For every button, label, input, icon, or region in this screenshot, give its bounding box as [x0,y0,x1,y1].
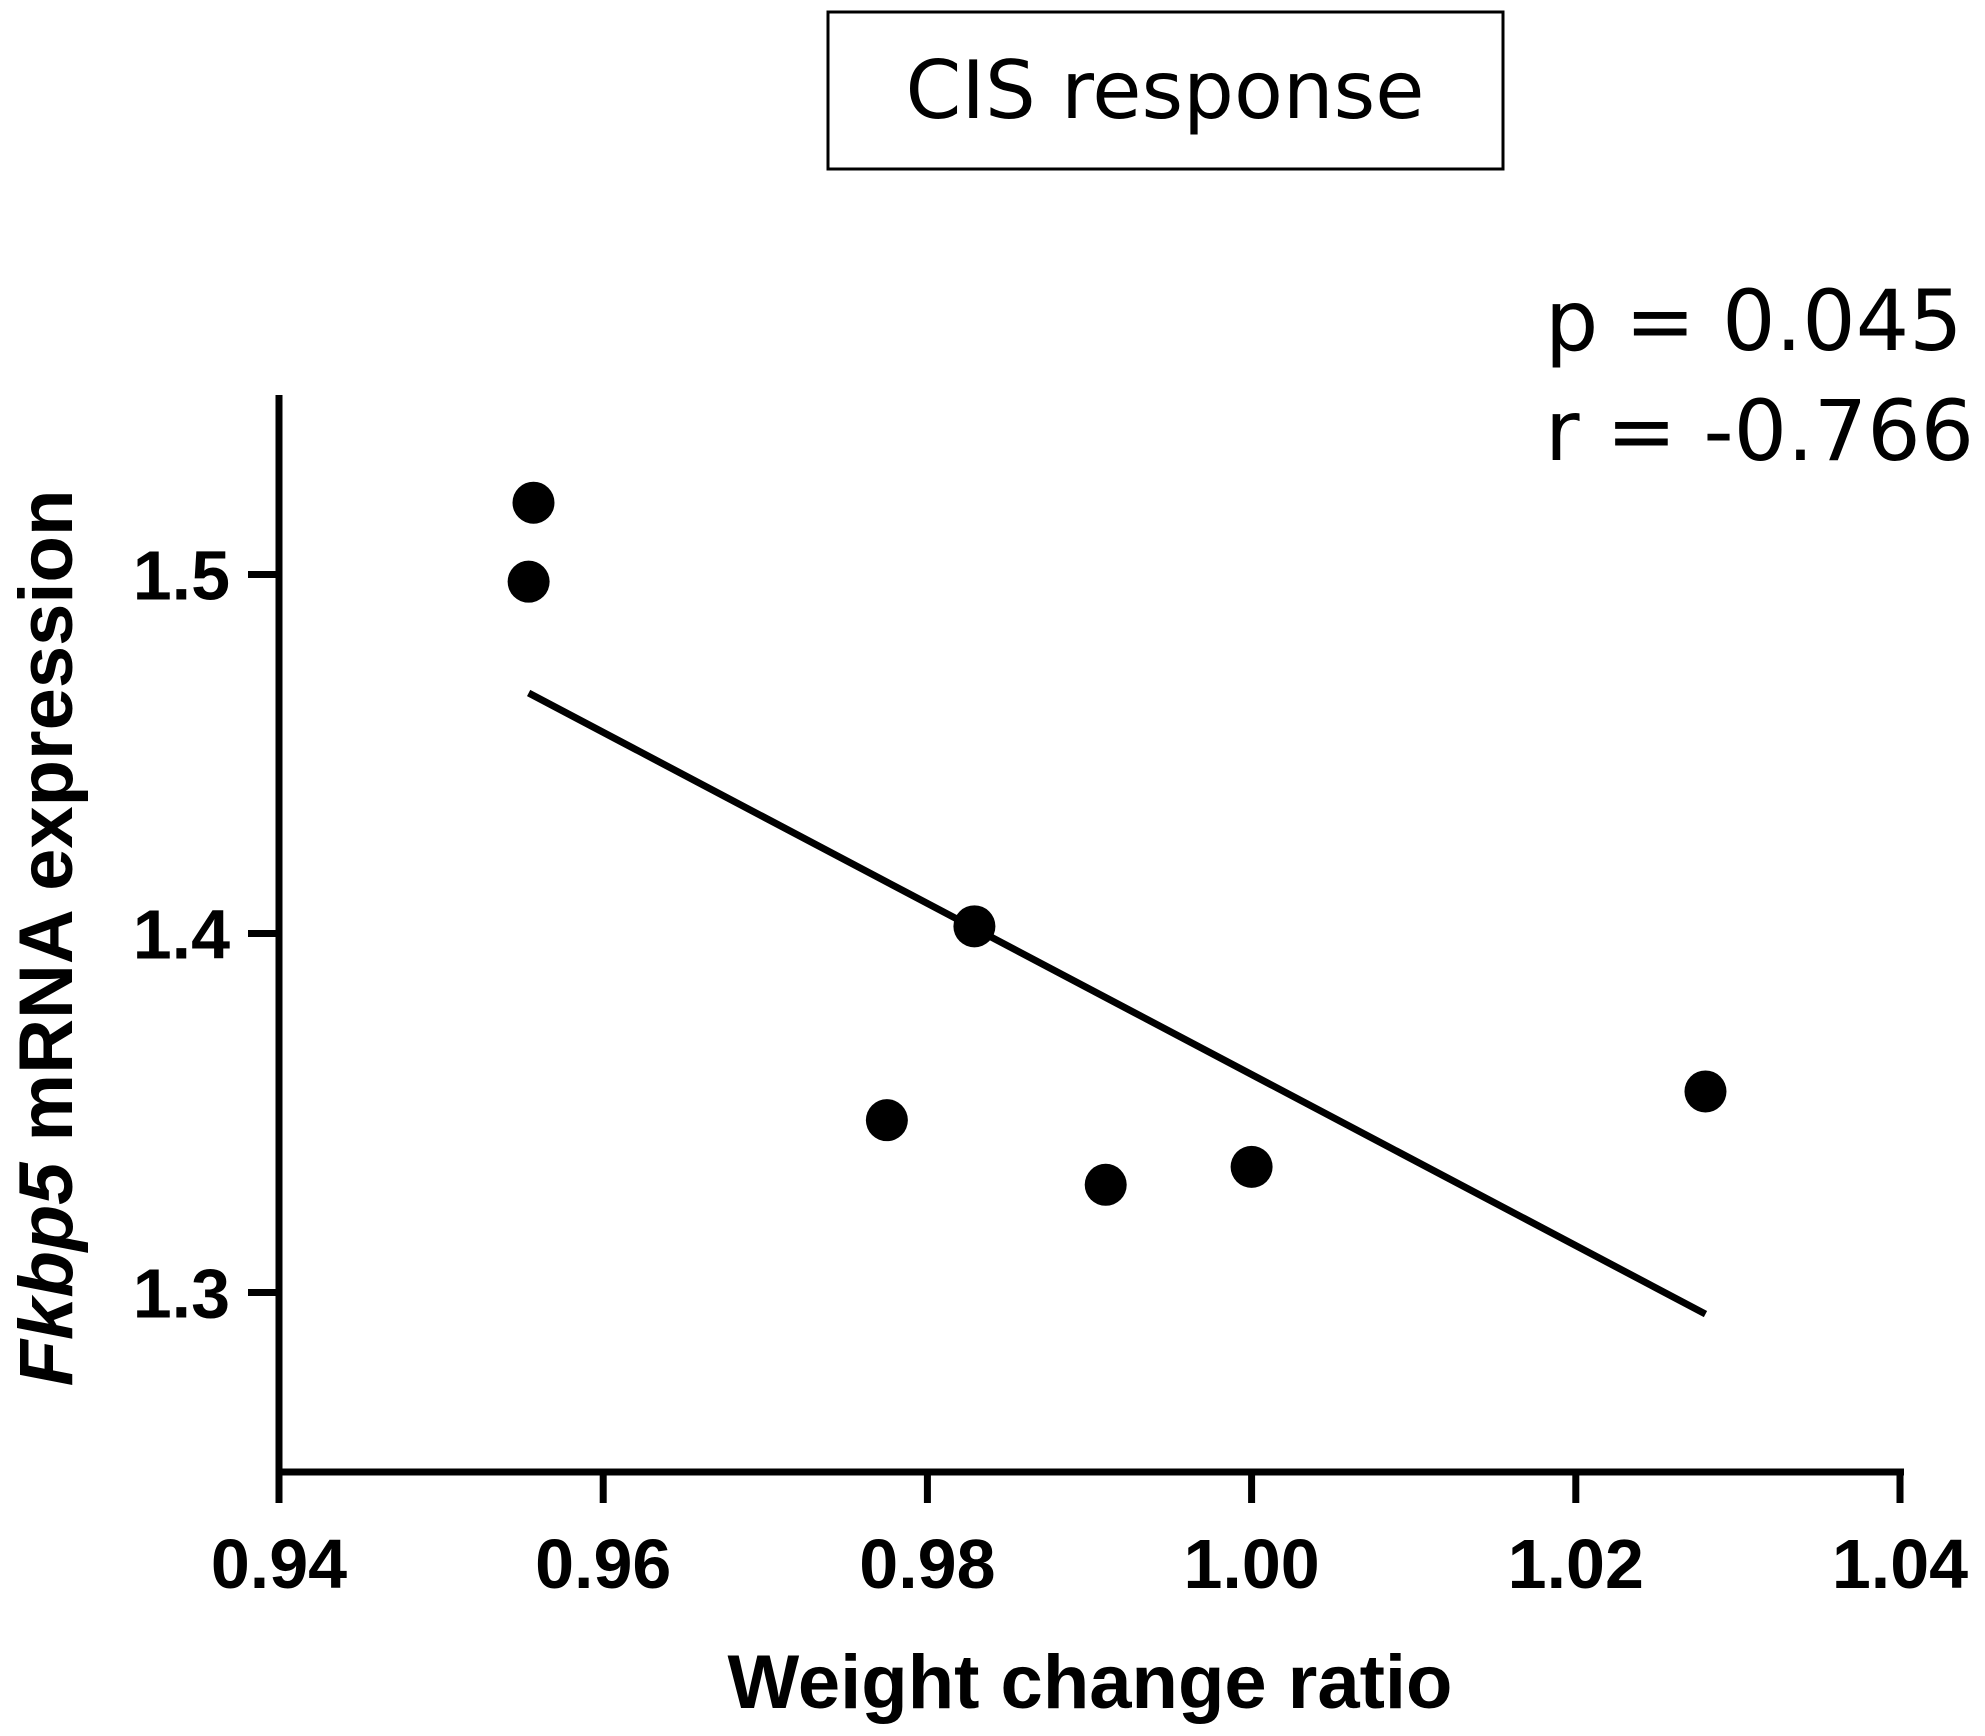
y-axis-title: Fkbp5 mRNA expression [4,490,89,1387]
x-axis-title: Weight change ratio [728,1640,1453,1725]
y-tick-label: 1.5 [133,537,230,615]
x-tick-label: 0.96 [535,1525,671,1603]
chart-title-group: CIS response [826,10,1505,171]
data-points [507,481,1727,1206]
y-axis-title-gene: Fkbp5 [4,1161,89,1387]
x-tick-label: 0.94 [211,1525,347,1603]
y-ticks: 1.3 1.4 1.5 [133,537,279,1333]
chart-title: CIS response [905,44,1424,137]
stats-annotation: p = 0.045 r = -0.766 [1545,272,1974,480]
data-point [1230,1145,1273,1188]
x-tick-label: 1.02 [1508,1525,1644,1603]
y-tick-label: 1.4 [133,896,230,974]
x-tick-label: 0.98 [859,1525,995,1603]
r-value-annotation: r = -0.766 [1545,382,1974,480]
y-axis-title-rest: mRNA expression [4,490,89,1163]
chart-title-box [826,10,1505,171]
data-point [953,905,996,948]
regression-line [527,689,1708,1318]
x-axis: 0.94 0.96 0.98 1.00 1.02 1.04 [211,1468,1968,1603]
data-point [512,481,555,524]
x-tick-label: 1.04 [1832,1525,1968,1603]
y-axis: 1.3 1.4 1.5 [133,395,283,1476]
x-tick-label: 1.00 [1183,1525,1319,1603]
p-value-annotation: p = 0.045 [1545,272,1963,370]
data-point [1684,1070,1727,1113]
data-point [507,560,550,603]
y-tick-label: 1.3 [133,1255,230,1333]
x-ticks: 0.94 0.96 0.98 1.00 1.02 1.04 [211,1472,1968,1603]
data-point [1084,1163,1127,1206]
data-point [865,1099,908,1142]
